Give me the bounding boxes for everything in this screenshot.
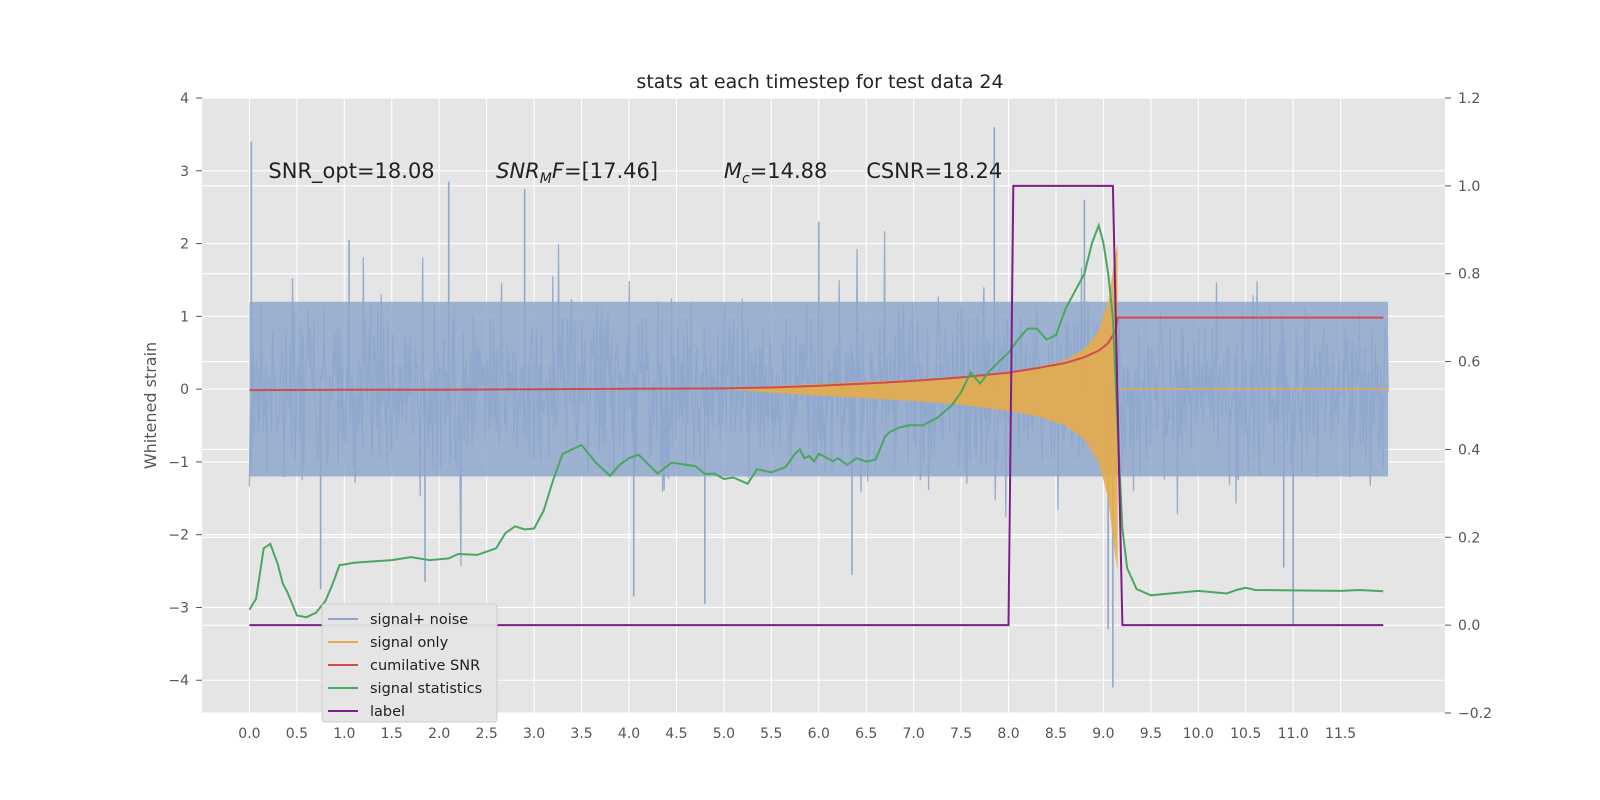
x-tick-label: 2.0: [428, 726, 450, 742]
y2-tick-label: −0.2: [1458, 706, 1492, 722]
series-signal-only: [723, 243, 1118, 572]
y-tick-label: 3: [180, 164, 189, 180]
legend-label: signal only: [370, 635, 449, 651]
chart-title: stats at each timestep for test data 24: [636, 71, 1003, 93]
annotation-text: SNR_opt=18.08: [268, 159, 434, 184]
y-tick-label: 4: [180, 91, 189, 107]
legend-label: cumilative SNR: [370, 658, 480, 674]
x-tick-label: 3.0: [523, 726, 545, 742]
y-tick-label: 1: [180, 309, 189, 325]
x-tick-label: 3.5: [570, 726, 592, 742]
annotation-text: Mc=14.88: [724, 159, 828, 187]
y-tick-label: −1: [168, 455, 189, 471]
x-tick-label: 2.5: [476, 726, 498, 742]
x-tick-label: 6.0: [808, 726, 830, 742]
x-tick-label: 9.0: [1092, 726, 1114, 742]
series-signal-statistics: [248, 222, 1384, 619]
y-tick-label: −3: [168, 600, 189, 616]
legend-box: [321, 603, 498, 723]
x-tick-label: 1.0: [333, 726, 355, 742]
y-tick-label: −2: [168, 528, 189, 544]
y2-tick-label: 1.0: [1458, 179, 1480, 195]
y-tick-label: 2: [180, 237, 189, 253]
annotations: SNR_opt=18.08 SNRMF=[17.46] Mc=14.88 CSNR=1…: [268, 159, 1002, 187]
y-tick-label: −4: [168, 673, 189, 689]
y2-tick-label: 0.6: [1458, 355, 1480, 371]
y2-tick-label: 0.2: [1458, 530, 1480, 546]
annotation-text: SNRMF=[17.46]: [496, 159, 658, 187]
ticks-layer: 0.0 0.5 1.0 1.5 2.0 2.5 3.0 3.5 4.0 4.5 5.0 5.5 6.0 6…: [168, 91, 1492, 742]
x-tick-label: 11.0: [1278, 726, 1309, 742]
x-tick-label: 5.5: [760, 726, 782, 742]
x-tick-label: 11.5: [1325, 726, 1356, 742]
x-tick-label: 8.0: [997, 726, 1019, 742]
x-tick-label: 8.5: [1045, 726, 1067, 742]
y-tick-label: 0: [180, 382, 189, 398]
x-tick-label: 1.5: [381, 726, 403, 742]
x-tick-label: 0.5: [286, 726, 308, 742]
x-tick-label: 7.0: [903, 726, 925, 742]
x-tick-label: 7.5: [950, 726, 972, 742]
series-cumilative-snr: [249, 316, 1384, 392]
series-label: [249, 184, 1384, 627]
legend: signal+ noise signal only cumilative SNR si…: [321, 603, 498, 723]
y-axis-label: Whitened strain: [141, 342, 160, 469]
x-tick-label: 5.0: [713, 726, 735, 742]
x-tick-label: 6.5: [855, 726, 877, 742]
legend-label: signal statistics: [370, 681, 482, 697]
y2-tick-label: 1.2: [1458, 91, 1480, 107]
x-tick-label: 10.0: [1183, 726, 1214, 742]
x-tick-label: 4.0: [618, 726, 640, 742]
y2-tick-label: 0.4: [1458, 442, 1480, 458]
x-tick-label: 9.5: [1140, 726, 1162, 742]
y2-tick-label: 0.0: [1458, 618, 1480, 634]
x-tick-label: 4.5: [665, 726, 687, 742]
y2-tick-label: 0.8: [1458, 267, 1480, 283]
series-layer: [248, 127, 1389, 688]
legend-label: signal+ noise: [370, 612, 468, 628]
legend-label: label: [370, 704, 405, 720]
annotation-text: CSNR=18.24: [866, 159, 1002, 183]
x-tick-label: 0.0: [238, 726, 260, 742]
x-tick-label: 10.5: [1230, 726, 1261, 742]
